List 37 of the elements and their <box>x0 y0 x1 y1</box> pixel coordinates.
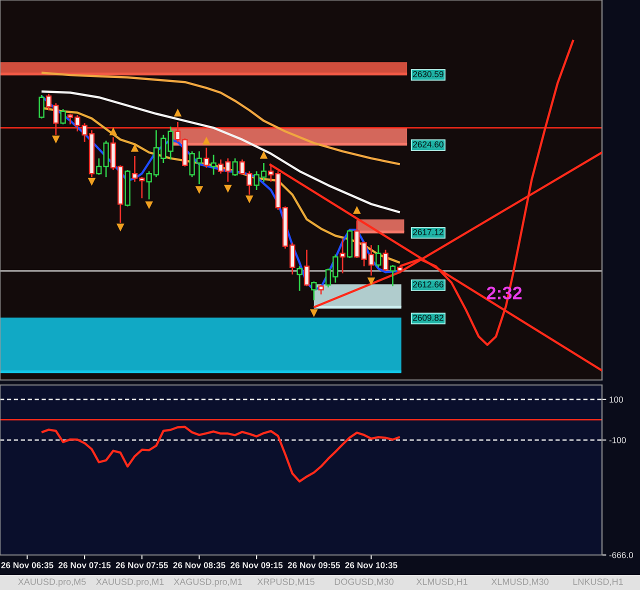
y-tick-label: 2630.59 <box>413 71 444 78</box>
y-tick-label: 2617.12 <box>413 229 444 236</box>
y-tick-label: 2624.60 <box>413 141 444 148</box>
text: XAUUSD.pro,M1 <box>96 578 164 587</box>
text: XAGUSD.pro,M1 <box>174 578 242 587</box>
candlestick <box>376 244 382 268</box>
x-tick-label: 26 Nov 08:35 <box>173 562 226 568</box>
x-tick-label: 26 Nov 07:55 <box>116 562 168 568</box>
text: XLMUSD,M30 <box>491 578 548 586</box>
text: XRPUSD,M15 <box>257 578 314 586</box>
candlestick <box>296 266 302 292</box>
text: LNKUSD,H1 <box>573 578 623 586</box>
x-tick-label: 26 Nov 07:15 <box>58 562 111 568</box>
candlestick <box>204 147 210 168</box>
line-series <box>40 426 402 483</box>
candlestick <box>318 284 324 296</box>
candlestick <box>60 108 66 126</box>
candlestick <box>232 158 238 177</box>
y-tick-label: 100 <box>610 396 623 403</box>
y-tick-label: 2612.66 <box>413 281 444 288</box>
text: XAUUSD.pro,M5 <box>18 578 86 587</box>
candlestick <box>311 280 317 301</box>
candlestick <box>38 94 44 120</box>
candlestick <box>382 249 388 272</box>
candlestick <box>304 249 310 287</box>
y-tick-label: 2609.82 <box>413 314 444 321</box>
x-tick-label: 26 Nov 06:35 <box>1 562 54 568</box>
candlestick <box>340 238 346 274</box>
y-tick-label: -666.0 <box>609 552 634 558</box>
text: DOGUSD,M30 <box>334 578 394 586</box>
x-tick-label: 26 Nov 10:35 <box>345 562 398 568</box>
y-tick-label: -100 <box>609 437 626 444</box>
candlestick <box>390 264 396 287</box>
x-tick-label: 26 Nov 09:55 <box>288 562 340 568</box>
x-tick-label: 26 Nov 09:15 <box>230 562 283 568</box>
candlestick <box>210 154 216 176</box>
text: XLMUSD,H1 <box>416 578 468 586</box>
